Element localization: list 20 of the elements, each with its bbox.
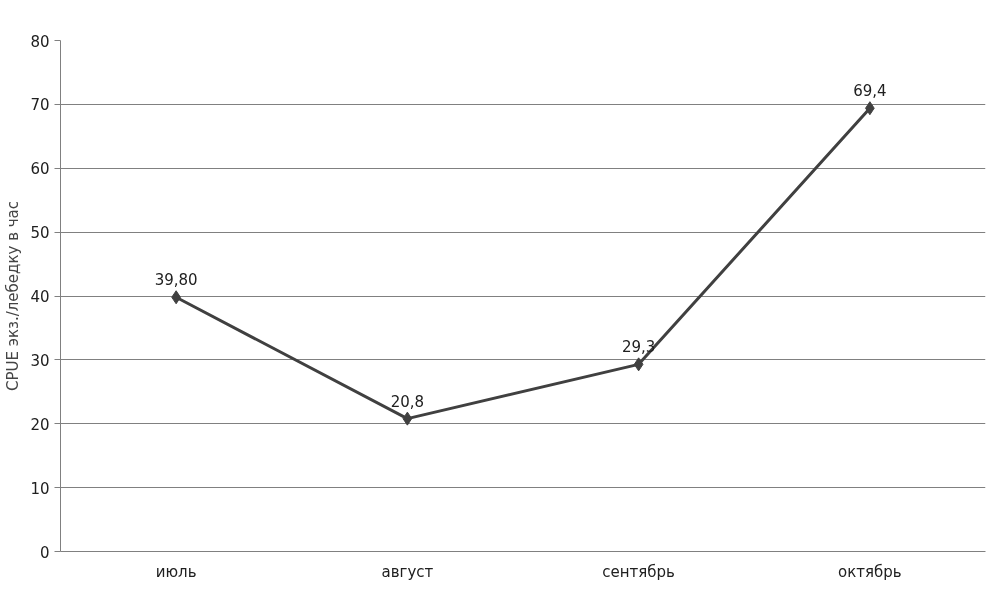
y-tick-label: 60	[30, 160, 50, 179]
x-tick-label: июль	[155, 562, 197, 581]
x-tick-label: октябрь	[838, 562, 902, 581]
y-axis-title: CPUE экз./лебедку в час	[4, 200, 23, 392]
x-tick-label: сентябрь	[602, 562, 675, 581]
y-tick-label: 20	[30, 415, 50, 434]
y-tick-label: 30	[30, 351, 50, 370]
data-label: 69,4	[853, 82, 887, 101]
y-tick-label: 10	[30, 479, 50, 498]
data-label: 20,8	[390, 392, 425, 411]
y-tick-label: 0	[39, 543, 50, 562]
data-label: 39,80	[154, 271, 198, 290]
point	[633, 357, 644, 372]
x-tick-label: август	[381, 562, 434, 581]
y-tick-label: 70	[30, 96, 50, 115]
y-tick-label: 40	[30, 288, 50, 306]
data-label: 29,3	[621, 338, 656, 357]
y-tick-label: 80	[30, 32, 50, 51]
point	[402, 411, 413, 426]
y-tick-label: 50	[30, 224, 50, 243]
